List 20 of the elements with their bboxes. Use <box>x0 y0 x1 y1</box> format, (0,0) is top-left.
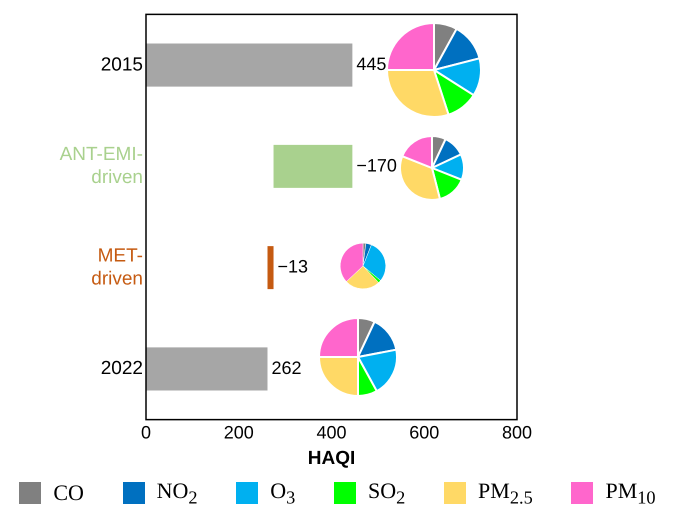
legend-label: O$_{3}$ <box>270 478 296 508</box>
x-tick-label: 400 <box>316 422 347 442</box>
legend-label: PM$_{2.5}$ <box>478 478 533 508</box>
legend-label: CO <box>53 480 84 506</box>
data-label: −13 <box>278 256 308 277</box>
legend-label: NO$_{2}$ <box>156 478 198 508</box>
y-tick-label: MET-driven <box>91 245 143 290</box>
x-axis-title: HAQI <box>308 448 356 469</box>
legend-label: SO$_{2}$ <box>368 478 406 508</box>
legend-label: PM$_{10}$ <box>605 478 656 508</box>
y-tick-label: 2015 <box>100 54 143 76</box>
data-label: 262 <box>272 358 302 378</box>
x-tick-label: 600 <box>409 422 440 442</box>
x-tick-label: 200 <box>224 422 254 442</box>
y-tick-label: ANT-EMI-driven <box>60 144 143 188</box>
data-label: −170 <box>356 155 397 176</box>
y-tick-label: 2022 <box>100 358 143 380</box>
x-tick-label: 0 <box>140 422 152 442</box>
data-label: 445 <box>356 54 386 74</box>
x-tick-label: 800 <box>502 422 532 442</box>
